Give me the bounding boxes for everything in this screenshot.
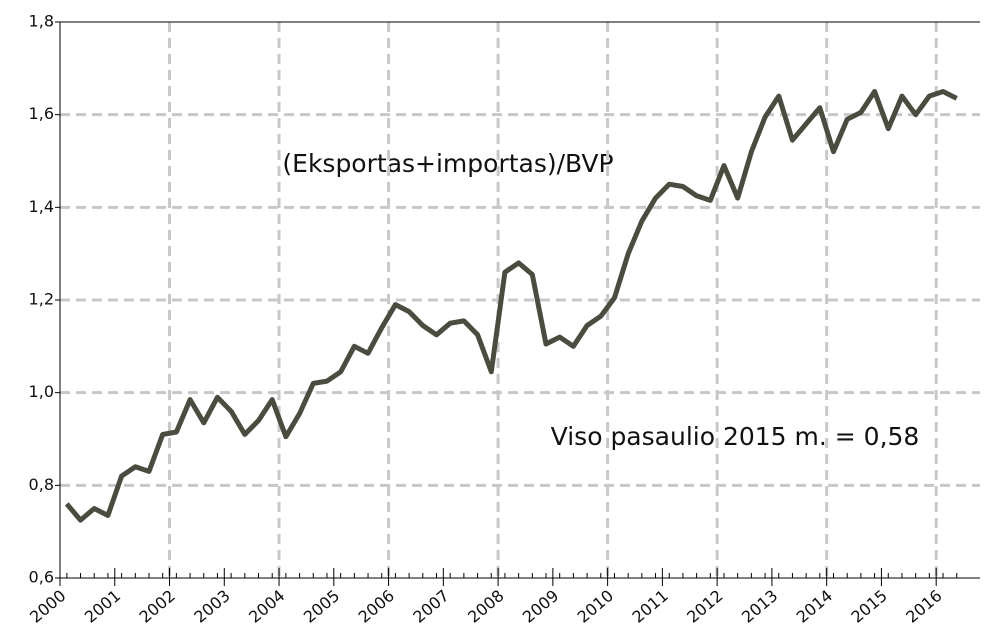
x-tick-label: 2011 [628, 586, 671, 627]
x-tick-label: 2013 [738, 586, 781, 627]
y-tick-label: 1,4 [29, 197, 54, 216]
y-tick-label: 1,2 [29, 290, 54, 309]
y-tick-label: 0,8 [29, 475, 54, 494]
x-tick-label: 2005 [300, 586, 343, 627]
y-tick-label: 1,8 [29, 12, 54, 31]
x-tick-label: 2004 [245, 586, 288, 627]
x-tick-label: 2015 [847, 586, 890, 627]
x-tick-label: 2009 [519, 586, 562, 627]
data-line [64, 89, 958, 523]
x-tick-label: 2006 [355, 586, 398, 627]
y-tick-label: 0,6 [29, 568, 54, 587]
y-tick-label: 1,0 [29, 382, 54, 401]
annotation: (Eksportas+importas)/BVP [282, 149, 613, 178]
x-tick-label: 2010 [574, 586, 617, 627]
y-tick-label: 1,6 [29, 104, 54, 123]
x-tick-label: 2016 [902, 586, 945, 627]
x-tick-label: 2014 [793, 586, 836, 627]
x-tick-label: 2007 [409, 586, 452, 627]
x-tick-label: 2012 [683, 586, 726, 627]
x-tick-label: 2001 [81, 586, 124, 627]
x-tick-label: 2008 [464, 586, 507, 627]
x-tick-label: 2000 [26, 586, 69, 627]
x-tick-label: 2003 [190, 586, 233, 627]
x-tick-label: 2002 [136, 586, 179, 627]
annotation: Viso pasaulio 2015 m. = 0,58 [551, 422, 920, 451]
